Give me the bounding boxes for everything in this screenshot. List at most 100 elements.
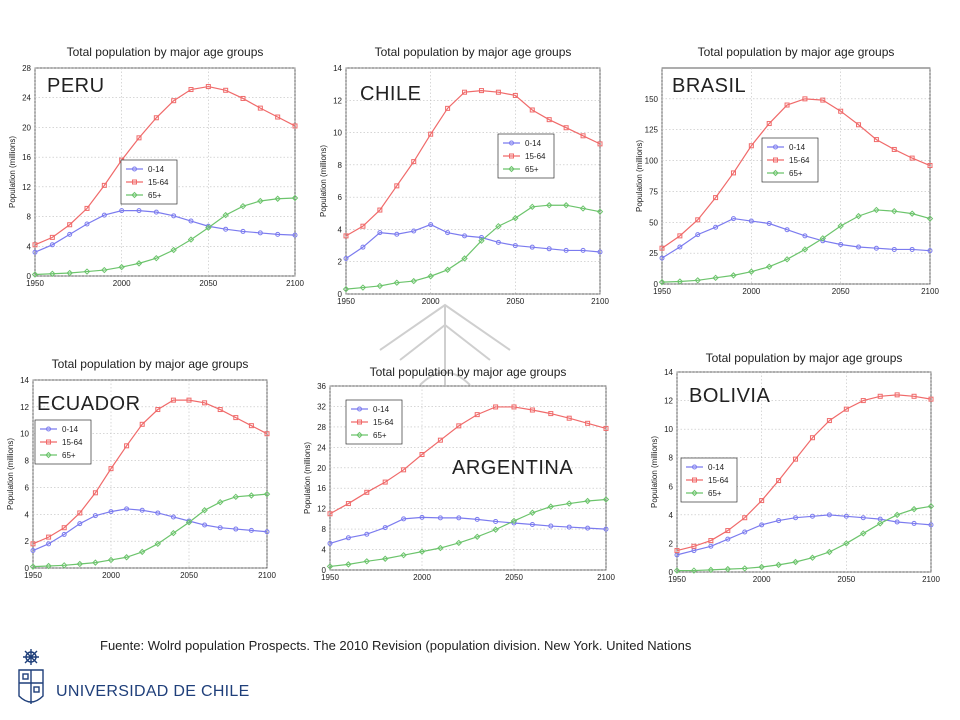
- data-point-15-64: [695, 217, 701, 223]
- data-point-15-64: [92, 490, 98, 496]
- data-point-15-64: [217, 407, 223, 413]
- data-point-65+: [801, 246, 809, 253]
- data-point-15-64: [856, 122, 862, 128]
- data-point-65+: [135, 260, 143, 267]
- legend-marker: [356, 431, 363, 439]
- data-point-0-14: [826, 512, 832, 518]
- data-point-15-64: [512, 92, 518, 98]
- legend-entry: 0-14: [525, 139, 542, 148]
- line-chart: Total population by major age groups 1950…: [635, 45, 939, 296]
- data-point-0-14: [217, 525, 223, 531]
- chart-title: Total population by major age groups: [52, 357, 249, 371]
- x-tick-label: 2050: [505, 573, 523, 582]
- data-point-0-14: [603, 526, 609, 532]
- y-tick-label: 16: [22, 153, 31, 162]
- data-point-0-14: [264, 529, 270, 535]
- legend-marker: [508, 165, 515, 173]
- data-point-0-14: [891, 246, 897, 252]
- data-point-65+: [690, 567, 698, 574]
- data-point-15-64: [580, 133, 586, 139]
- y-tick-label: 4: [322, 546, 327, 555]
- data-point-65+: [893, 511, 901, 519]
- data-point-65+: [461, 255, 468, 262]
- plot-area: [32, 379, 268, 569]
- data-point-0-14: [292, 232, 298, 238]
- data-point-0-14: [345, 535, 351, 541]
- data-point-65+: [562, 202, 570, 209]
- data-point-15-64: [730, 170, 736, 176]
- data-point-65+: [60, 562, 68, 569]
- data-point-0-14: [725, 536, 731, 542]
- data-point-0-14: [456, 515, 462, 521]
- data-point-0-14: [529, 244, 535, 250]
- data-point-15-64: [742, 515, 748, 521]
- legend-entry: 65+: [708, 489, 722, 498]
- data-point-65+: [359, 284, 367, 291]
- y-tick-label: 36: [317, 382, 326, 391]
- series-line-0-14: [345, 223, 601, 259]
- data-point-65+: [547, 503, 555, 510]
- y-tick-label: 75: [649, 187, 658, 196]
- x-tick-label: 2000: [413, 573, 431, 582]
- data-point-0-14: [49, 242, 55, 248]
- country-label: CHILE: [360, 83, 421, 105]
- legend-entry: 15-64: [525, 152, 546, 161]
- data-point-15-64: [360, 223, 366, 229]
- data-point-0-14: [462, 233, 468, 239]
- y-tick-label: 4: [669, 511, 674, 520]
- data-point-65+: [676, 278, 684, 285]
- university-name: UNIVERSIDAD DE CHILE: [56, 683, 250, 700]
- data-point-65+: [473, 533, 481, 540]
- legend-entry: 0-14: [373, 405, 390, 414]
- data-point-15-64: [67, 222, 73, 228]
- y-tick-label: 6: [669, 482, 674, 491]
- data-point-0-14: [546, 246, 552, 252]
- x-tick-label: 2100: [921, 287, 939, 296]
- data-point-15-64: [691, 543, 697, 549]
- data-point-0-14: [793, 515, 799, 521]
- y-axis-label: Population (millions): [6, 438, 15, 510]
- data-point-65+: [707, 566, 715, 574]
- data-point-15-64: [240, 95, 246, 101]
- data-point-15-64: [275, 114, 281, 120]
- data-point-15-64: [188, 87, 194, 93]
- data-point-15-64: [61, 525, 67, 531]
- data-point-15-64: [171, 98, 177, 104]
- x-tick-label: 1950: [668, 575, 686, 584]
- data-point-0-14: [233, 526, 239, 532]
- series-line-65+: [32, 493, 268, 568]
- legend-marker: [773, 157, 778, 163]
- data-point-0-14: [529, 522, 535, 528]
- line-chart: Total population by major age groups 1950…: [319, 45, 609, 306]
- x-tick-label: 2050: [837, 575, 855, 584]
- data-point-15-64: [909, 155, 915, 161]
- data-point-15-64: [674, 548, 680, 554]
- legend-marker: [773, 144, 778, 150]
- data-point-65+: [239, 202, 247, 210]
- data-point-0-14: [136, 208, 142, 214]
- data-point-15-64: [546, 117, 552, 123]
- data-point-65+: [545, 202, 553, 209]
- data-point-15-64: [462, 89, 468, 95]
- data-point-65+: [602, 496, 610, 503]
- data-point-0-14: [101, 212, 107, 218]
- data-point-65+: [101, 266, 108, 274]
- data-point-15-64: [802, 96, 808, 102]
- data-point-65+: [837, 222, 844, 230]
- series-line-0-14: [34, 210, 296, 253]
- y-axis-label: Population (millions): [303, 442, 312, 514]
- data-point-65+: [730, 272, 737, 279]
- data-point-65+: [529, 509, 536, 516]
- data-point-65+: [232, 493, 240, 501]
- data-point-15-64: [345, 501, 351, 507]
- y-tick-label: 2: [338, 258, 343, 267]
- data-point-65+: [694, 277, 701, 284]
- data-point-65+: [758, 563, 765, 571]
- data-point-0-14: [809, 513, 815, 519]
- data-point-0-14: [428, 222, 434, 228]
- y-tick-label: 12: [664, 397, 673, 406]
- data-point-65+: [45, 562, 52, 570]
- data-point-0-14: [108, 509, 114, 515]
- data-point-0-14: [248, 527, 254, 533]
- y-tick-label: 2: [25, 537, 30, 546]
